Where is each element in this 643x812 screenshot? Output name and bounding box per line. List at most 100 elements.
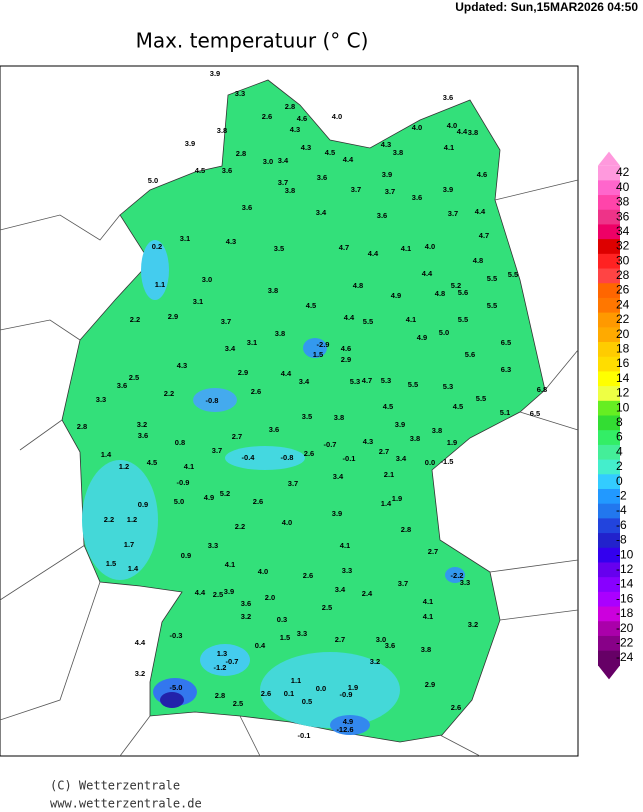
url: www.wetterzentrale.de <box>50 797 202 811</box>
station-value: 3.9 <box>332 509 342 518</box>
station-value: 1.7 <box>124 540 134 549</box>
station-value: 0.1 <box>284 689 294 698</box>
legend-swatch <box>598 444 620 461</box>
legend-label: 18 <box>616 342 630 356</box>
station-value: 2.0 <box>265 593 275 602</box>
station-value: 2.5 <box>233 699 243 708</box>
legend-swatch <box>598 209 620 225</box>
station-value: 3.6 <box>269 425 279 434</box>
station-value: 3.4 <box>335 585 346 594</box>
station-value: 0.3 <box>277 615 287 624</box>
legend-label: 22 <box>616 312 630 326</box>
station-value: 3.8 <box>393 148 403 157</box>
station-value: 0.4 <box>255 641 266 650</box>
station-value: 2.1 <box>384 470 394 479</box>
legend-swatch <box>598 533 620 549</box>
station-value: 5.3 <box>443 382 453 391</box>
legend-swatch <box>598 415 620 431</box>
station-value: 0.9 <box>138 500 148 509</box>
legend-label: -16 <box>616 591 634 605</box>
station-value: 5.5 <box>508 270 518 279</box>
station-value: 4.0 <box>258 567 268 576</box>
legend-label: -22 <box>616 635 634 649</box>
station-value: 5.0 <box>174 497 184 506</box>
legend-label: 0 <box>616 474 623 488</box>
station-value: 4.4 <box>135 638 146 647</box>
station-value: -5.0 <box>170 683 183 692</box>
station-value: 3.7 <box>288 479 298 488</box>
station-value: 2.6 <box>261 689 271 698</box>
station-value: 5.5 <box>408 380 418 389</box>
station-value: -2.9 <box>317 340 330 349</box>
station-value: 4.3 <box>363 437 373 446</box>
legend: 424038363432302826242220181614121086420-… <box>598 151 634 680</box>
station-value: 3.0 <box>202 275 212 284</box>
station-value: 5.5 <box>476 394 486 403</box>
station-value: 4.0 <box>332 112 342 121</box>
legend-swatch <box>598 547 620 563</box>
legend-label: 8 <box>616 415 623 429</box>
station-value: 4.6 <box>297 114 307 123</box>
borders <box>0 179 579 757</box>
legend-label: 28 <box>616 268 630 282</box>
station-value: 3.9 <box>224 587 234 596</box>
station-value: 6.3 <box>501 365 511 374</box>
station-value: 2.9 <box>341 355 351 364</box>
station-value: 3.2 <box>468 620 478 629</box>
station-value: 4.4 <box>457 127 468 136</box>
cool-areas <box>82 240 465 735</box>
legend-arrow-bottom <box>598 665 620 680</box>
station-value: 2.5 <box>129 373 139 382</box>
legend-label: 10 <box>616 400 630 414</box>
station-value: 2.2 <box>164 389 174 398</box>
station-value: 1.4 <box>381 499 392 508</box>
station-value: 4.3 <box>301 143 311 152</box>
legend-label: 26 <box>616 283 630 297</box>
station-value: 0.8 <box>175 438 185 447</box>
legend-swatch <box>598 297 620 314</box>
legend-swatch <box>598 621 620 637</box>
station-value: 5.0 <box>148 176 158 185</box>
station-value: 3.6 <box>138 431 148 440</box>
station-value: 5.1 <box>500 408 510 417</box>
station-value: 3.4 <box>333 472 344 481</box>
legend-label: 32 <box>616 239 630 253</box>
copyright: (C) Wetterzentrale <box>50 779 180 793</box>
station-value: 2.7 <box>335 635 345 644</box>
legend-label: -18 <box>616 606 634 620</box>
map <box>0 65 579 757</box>
station-value: -0.3 <box>170 631 183 640</box>
station-value: 4.8 <box>353 281 363 290</box>
station-value: -0.1 <box>298 731 311 740</box>
stations: 3.93.32.62.84.64.34.03.83.92.83.0 3.44.34… <box>77 69 547 740</box>
station-value: 4.4 <box>368 249 379 258</box>
station-value: 1.4 <box>128 564 139 573</box>
station-value: 3.8 <box>268 286 278 295</box>
station-value: 2.8 <box>215 691 225 700</box>
legend-label: 38 <box>616 195 630 209</box>
legend-swatch <box>598 312 620 328</box>
station-value: 3.8 <box>285 186 295 195</box>
legend-label: -10 <box>616 547 634 561</box>
legend-label: -24 <box>616 650 634 664</box>
station-value: 4.8 <box>473 256 483 265</box>
station-value: 3.7 <box>385 187 395 196</box>
legend-swatch <box>598 195 620 211</box>
legend-label: 42 <box>616 165 630 179</box>
legend-swatch <box>598 606 620 622</box>
station-value: 1.2 <box>127 515 137 524</box>
station-value: 2.8 <box>77 422 87 431</box>
legend-label: 30 <box>616 253 630 267</box>
station-value: 4.1 <box>406 315 416 324</box>
station-value: 2.9 <box>238 368 248 377</box>
station-value: 3.4 <box>316 208 327 217</box>
legend-swatch <box>598 356 620 372</box>
station-value: 3.6 <box>377 211 387 220</box>
station-value: 4.5 <box>147 458 157 467</box>
legend-label: -2 <box>616 489 627 503</box>
legend-label: 36 <box>616 209 630 223</box>
station-value: 3.9 <box>395 420 405 429</box>
station-value: 3.9 <box>382 170 392 179</box>
legend-label: 14 <box>616 371 630 385</box>
station-value: 4.0 <box>412 123 422 132</box>
